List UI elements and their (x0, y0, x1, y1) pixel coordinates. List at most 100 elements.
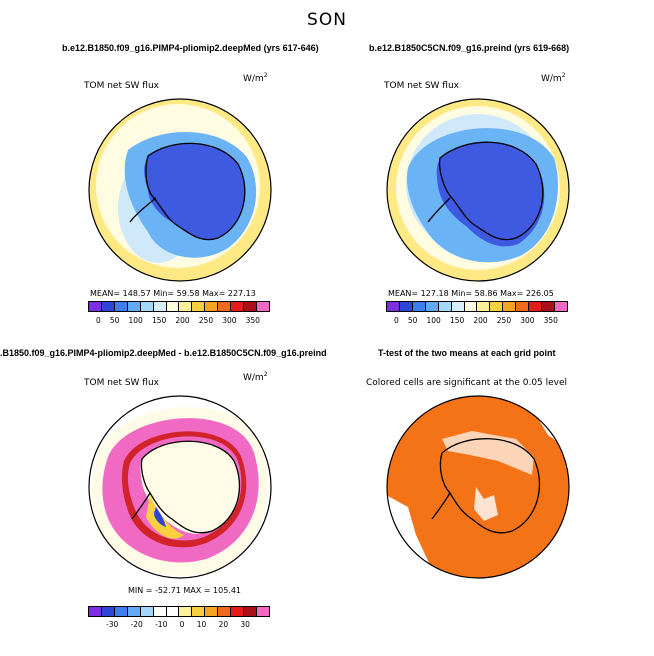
colorbar-swatch (503, 302, 517, 311)
colorbar-swatch (231, 607, 245, 616)
colorbar-swatch (140, 302, 154, 311)
colorbar-swatch (127, 302, 141, 311)
panel2-colorbar-ticks: 0 50 100 150 200 250 300 350 (386, 316, 566, 325)
colorbar-tick-label: 100 (426, 316, 441, 325)
colorbar-swatch (101, 302, 115, 311)
panel2-stats: MEAN= 127.18 Min= 58.86 Max= 226.05 (388, 289, 554, 298)
panel3-field-label: TOM net SW flux (84, 378, 160, 388)
colorbar-tick-label: 20 (218, 620, 229, 629)
colorbar-tick-label: -20 (130, 620, 143, 629)
panel1-colorbar-ticks: 0 50 100 150 200 250 300 350 (88, 316, 268, 325)
colorbar-swatch (166, 607, 180, 616)
colorbar-tick-label: 300 (222, 316, 237, 325)
colorbar-swatch (205, 302, 219, 311)
panel2-field-label: TOM net SW flux (384, 81, 460, 91)
colorbar-tick-label: 0 (394, 316, 399, 325)
colorbar-tick-label: 50 (109, 316, 120, 325)
panel3-interior (140, 441, 240, 534)
panel3-colorbar (88, 606, 270, 617)
panel4-field-label: Colored cells are significant at the 0.0… (366, 378, 568, 388)
panel1-stats: MEAN= 148.57 Min= 59.58 Max= 227.13 (90, 289, 256, 298)
panel4-nonsig-patch-4 (474, 487, 498, 521)
panel2-units: W/m2 (541, 72, 566, 84)
panel1-polar-map (88, 98, 272, 282)
colorbar-swatch (101, 607, 115, 616)
panel4-coastline (431, 438, 541, 534)
colorbar-swatch (477, 302, 491, 311)
colorbar-tick-label: 200 (473, 316, 488, 325)
panel1-title: b.e12.B1850.f09_g16.PIMP4-pliomip2.deepM… (62, 43, 319, 53)
colorbar-swatch (529, 302, 543, 311)
panel1-coastline (129, 142, 246, 241)
colorbar-swatch (490, 302, 504, 311)
panel1-map-border (88, 98, 272, 282)
colorbar-tick-label: 0 (96, 316, 101, 325)
panel1-field-label: TOM net SW flux (84, 81, 160, 91)
colorbar-tick-label: 250 (496, 316, 512, 325)
colorbar-swatch (153, 607, 167, 616)
panel1-units: W/m2 (243, 72, 268, 84)
colorbar-tick-label: 30 (240, 620, 250, 629)
colorbar-swatch (231, 302, 245, 311)
colorbar-swatch (192, 302, 206, 311)
colorbar-swatch (451, 302, 465, 311)
panel2-map-border (386, 98, 570, 282)
panel1-ice-dark (144, 143, 245, 240)
colorbar-swatch (399, 302, 413, 311)
panel3-map-border (88, 395, 272, 579)
panel4-significance-map (386, 395, 570, 579)
colorbar-tick-label: 100 (128, 316, 143, 325)
colorbar-tick-label: -30 (106, 620, 119, 629)
colorbar-swatch (192, 607, 206, 616)
panel4-map-border (386, 395, 570, 579)
colorbar-swatch (205, 607, 219, 616)
panel3-yellow-patch (146, 495, 184, 539)
panel3-units: W/m2 (243, 371, 268, 383)
panel3-title: .B1850.f09_g16.PIMP4-pliomip2.deepMed - … (0, 348, 327, 358)
panel2-colorbar (386, 301, 568, 312)
colorbar-swatch (256, 607, 269, 616)
colorbar-tick-label: 50 (407, 316, 418, 325)
colorbar-swatch (114, 302, 128, 311)
colorbar-swatch (140, 607, 154, 616)
panel2-title: b.e12.B1850C5CN.f09_g16.preind (yrs 619-… (369, 43, 570, 53)
panel3-blue-patch (154, 507, 166, 527)
panel2-coastline (427, 141, 544, 241)
colorbar-swatch (179, 607, 193, 616)
colorbar-swatch (438, 302, 452, 311)
panel2-polar-map (386, 98, 570, 282)
panel1-colorbar (88, 301, 270, 312)
panel2-ice-dark (436, 142, 545, 247)
colorbar-swatch (387, 302, 400, 311)
colorbar-swatch (425, 302, 439, 311)
colorbar-swatch (89, 607, 102, 616)
colorbar-tick-label: 10 (196, 620, 207, 629)
colorbar-swatch (256, 302, 269, 311)
colorbar-swatch (166, 302, 180, 311)
season-title: SON (307, 10, 347, 30)
panel3-polar-map (88, 395, 272, 579)
colorbar-swatch (114, 607, 128, 616)
colorbar-tick-label: 200 (175, 316, 190, 325)
colorbar-swatch (464, 302, 478, 311)
colorbar-swatch (89, 302, 102, 311)
colorbar-tick-label: 0 (179, 620, 185, 629)
colorbar-tick-label: 150 (449, 316, 465, 325)
colorbar-swatch (516, 302, 530, 311)
colorbar-swatch (244, 607, 257, 616)
colorbar-swatch (153, 302, 167, 311)
colorbar-swatch (244, 302, 257, 311)
colorbar-swatch (542, 302, 555, 311)
colorbar-swatch (218, 302, 232, 311)
colorbar-swatch (218, 607, 232, 616)
colorbar-swatch (179, 302, 193, 311)
panel3-colorbar-ticks: -30 -20 -10 0 10 20 30 (88, 620, 268, 629)
colorbar-tick-label: -10 (155, 620, 168, 629)
colorbar-tick-label: 300 (520, 316, 535, 325)
colorbar-swatch (412, 302, 426, 311)
panel3-coastline (131, 440, 241, 534)
colorbar-tick-label: 350 (543, 316, 558, 325)
colorbar-swatch (554, 302, 567, 311)
colorbar-tick-label: 250 (198, 316, 214, 325)
colorbar-tick-label: 150 (151, 316, 167, 325)
